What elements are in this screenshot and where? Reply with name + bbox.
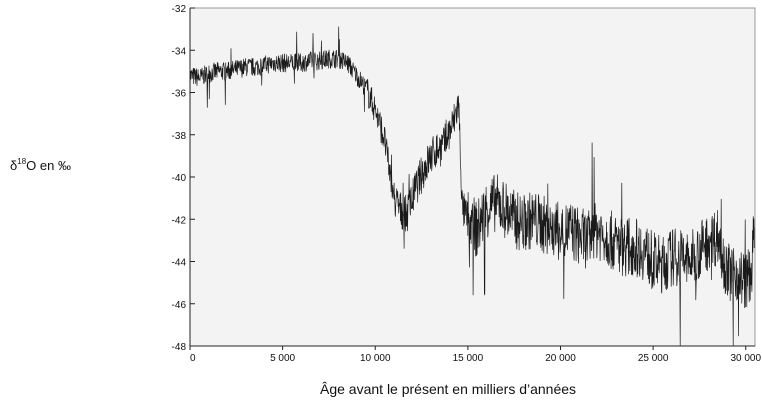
y-tick-label: -42	[172, 215, 187, 226]
x-tick-label: 25 000	[638, 353, 669, 364]
x-tick-label: 15 000	[453, 353, 484, 364]
y-tick-label: -34	[172, 46, 187, 57]
y-tick-label: -32	[172, 4, 187, 15]
y-tick-label: -36	[172, 89, 187, 100]
y-axis-label: δ18O en ‰	[10, 156, 71, 173]
series-line	[189, 26, 756, 347]
y-tick-label: -46	[172, 300, 187, 311]
x-tick-label: 30 000	[730, 353, 761, 364]
x-tick-label: 0	[190, 353, 196, 364]
y-tick-label: -40	[172, 173, 187, 184]
y-tick-label: -48	[172, 342, 187, 353]
x-tick-label: 10 000	[360, 353, 391, 364]
y-tick-label: -38	[172, 131, 187, 142]
x-tick-label: 20 000	[545, 353, 576, 364]
y-tick-label: -44	[172, 258, 187, 269]
plot-area	[190, 8, 755, 346]
x-axis-label: Âge avant le présent en milliers d’année…	[320, 381, 577, 397]
x-tick-label: 5 000	[270, 353, 295, 364]
